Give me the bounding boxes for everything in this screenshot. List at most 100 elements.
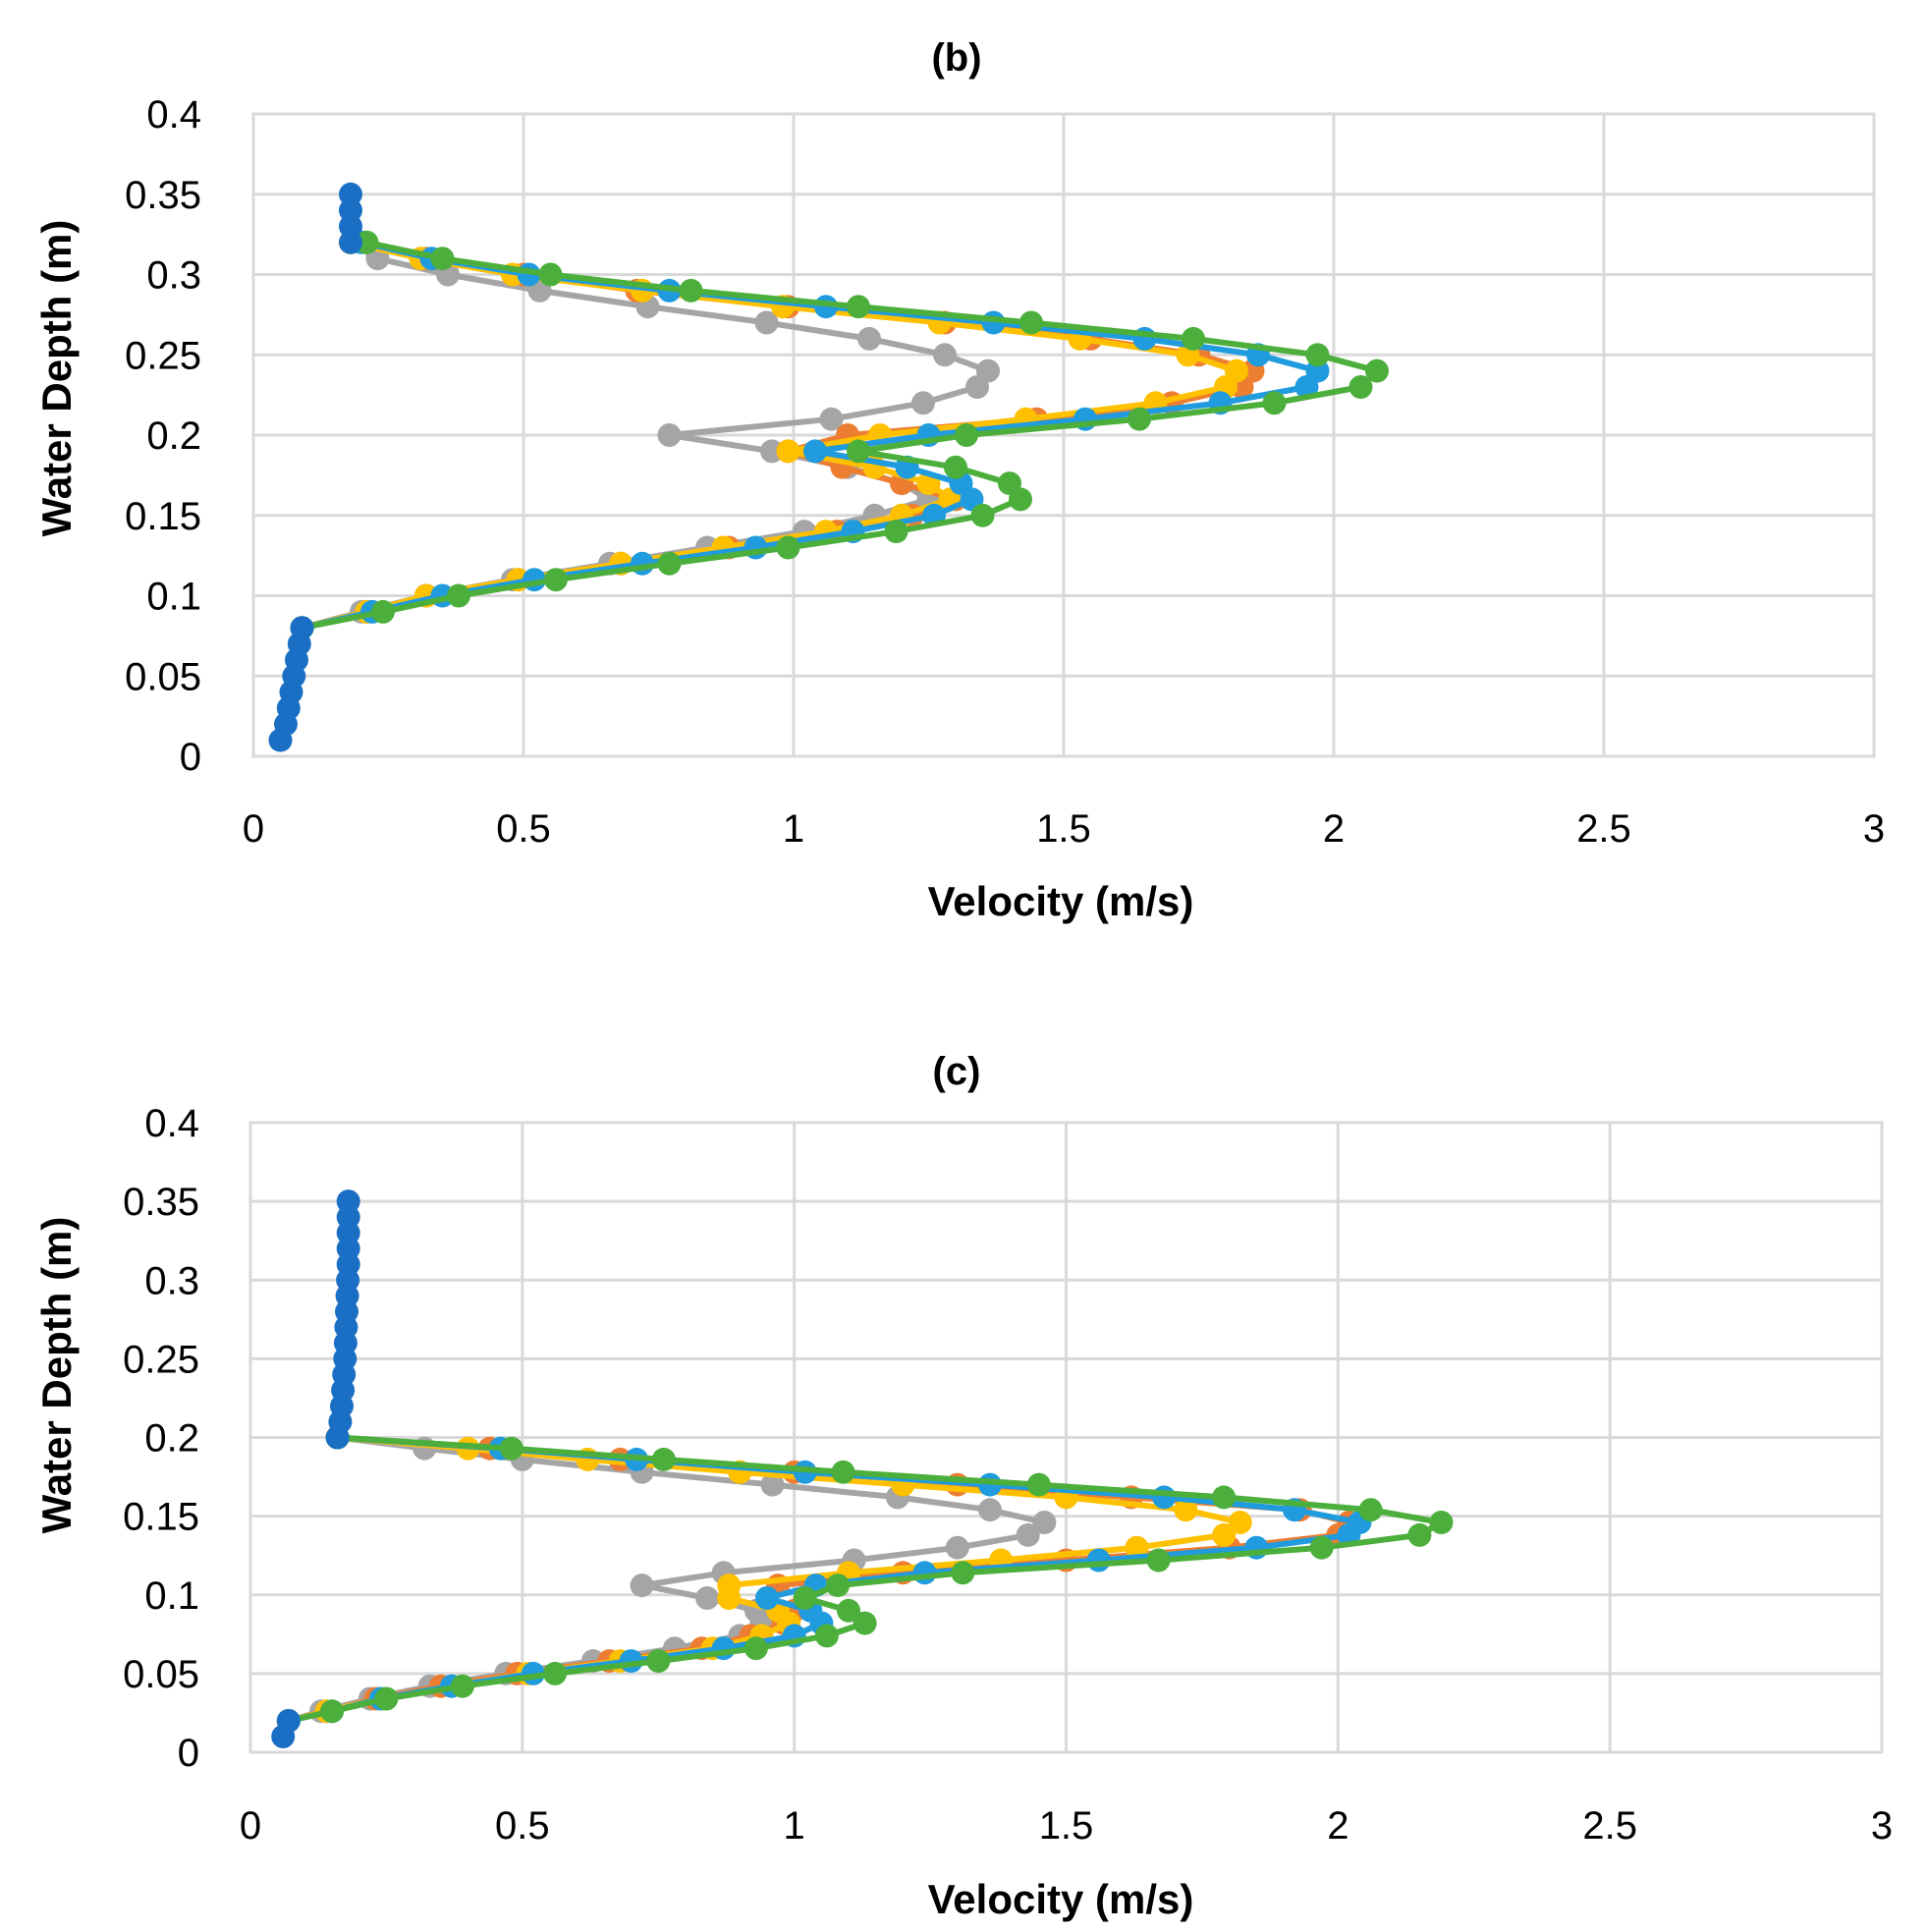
x-tick-label: 2.5 [1582, 1804, 1637, 1848]
data-point [853, 1611, 877, 1635]
data-point [754, 310, 779, 335]
data-point [1262, 391, 1287, 415]
data-point [884, 520, 908, 544]
data-point [837, 1598, 860, 1623]
data-point [1026, 1472, 1051, 1497]
plot-frame [248, 1121, 1884, 1754]
data-point [1212, 1485, 1237, 1510]
y-tick-label: 0.2 [144, 1417, 199, 1461]
data-point [1125, 1535, 1149, 1560]
data-point [911, 391, 935, 415]
data-point [1152, 1485, 1177, 1510]
data-point [538, 262, 563, 287]
data-point [1212, 1522, 1237, 1547]
x-tick-label: 1 [784, 1804, 805, 1848]
y-tick-label: 0.25 [125, 334, 201, 377]
data-point [1128, 407, 1151, 431]
data-point [743, 1636, 768, 1661]
data-point [814, 1624, 839, 1648]
x-tick-label: 2 [1327, 1804, 1348, 1848]
data-point [847, 439, 870, 464]
data-point [1182, 326, 1205, 351]
data-point [276, 1709, 301, 1733]
data-point [544, 568, 568, 592]
x-tick-label: 0.5 [496, 807, 551, 851]
data-point [819, 407, 844, 431]
data-point [1174, 1498, 1198, 1522]
data-point [657, 423, 682, 447]
data-point [339, 214, 362, 239]
data-point [760, 1472, 785, 1497]
data-point [776, 535, 800, 560]
y-tick-label: 0 [178, 1732, 199, 1775]
data-point [630, 1573, 654, 1598]
data-point [831, 1460, 855, 1484]
data-point [695, 1586, 720, 1610]
series-green [290, 230, 1389, 640]
chart-c: (c) 0 0.5 1 1.5 2 2.5 3 0 0.05 0.1 0.15 0.2 0.25 0.3… [33, 1050, 1893, 1922]
x-tick-label: 0 [240, 1804, 261, 1848]
data-point [933, 343, 957, 367]
data-point [793, 1586, 817, 1610]
series-darkblue [271, 1189, 360, 1748]
y-tick-label: 0 [180, 736, 201, 779]
x-tick-label: 2.5 [1576, 807, 1631, 851]
y-axis-label: Water Depth (m) [33, 1217, 80, 1534]
data-point [1309, 1535, 1334, 1560]
data-point [651, 1447, 676, 1471]
data-point [355, 230, 379, 254]
chart-title: (c) [933, 1050, 981, 1093]
y-tick-label: 0.05 [123, 1653, 199, 1696]
data-point [1086, 1548, 1111, 1573]
x-axis-label: Velocity (m/s) [928, 878, 1194, 924]
data-point [826, 1573, 850, 1598]
data-point [657, 551, 682, 576]
data-point [1009, 487, 1032, 512]
y-tick-label: 0.1 [144, 1574, 199, 1618]
data-point [951, 1561, 975, 1585]
series-grey [276, 1425, 1057, 1733]
data-point [1305, 343, 1330, 367]
data-point [847, 295, 870, 319]
x-tick-label: 1.5 [1039, 1804, 1094, 1848]
data-point [1358, 1498, 1383, 1522]
x-tick-label: 2 [1323, 807, 1345, 851]
y-tick-label: 0.3 [146, 254, 201, 298]
data-point [944, 455, 967, 479]
data-point [1228, 1511, 1252, 1534]
x-tick-label: 0.5 [495, 1804, 550, 1848]
series-green-line [288, 1434, 1445, 1724]
data-point [965, 375, 989, 399]
data-point [803, 439, 827, 464]
data-point [1016, 1522, 1040, 1547]
data-point [755, 1586, 779, 1610]
data-point [955, 423, 978, 447]
data-point [1348, 375, 1373, 399]
y-tick-label: 0.35 [125, 174, 201, 217]
data-point [857, 326, 881, 351]
x-tick-label: 1 [783, 807, 804, 851]
data-point [339, 182, 362, 206]
x-axis-label: Velocity (m/s) [928, 1876, 1194, 1922]
x-tick-label: 0 [243, 807, 264, 851]
data-point [447, 583, 470, 608]
chart-b: (b) 0 0.5 1 1.5 2 2.5 3 0 0.05 0.1 0.15 0.2 0.25 0.3… [33, 36, 1885, 924]
data-point [1294, 375, 1319, 399]
data-point [970, 503, 995, 527]
data-point [499, 1436, 523, 1461]
data-point [1019, 310, 1043, 335]
data-point [646, 1649, 671, 1674]
series-darkblue [268, 182, 362, 752]
data-point [1365, 359, 1389, 383]
data-point [1429, 1511, 1454, 1534]
data-point [543, 1661, 568, 1685]
y-tick-label: 0.15 [123, 1496, 199, 1539]
data-point [336, 1189, 360, 1214]
y-tick-label: 0.4 [146, 93, 201, 137]
x-tick-label: 1.5 [1036, 807, 1091, 851]
x-tick-label: 3 [1871, 1804, 1893, 1848]
y-tick-label: 0.3 [144, 1259, 199, 1302]
y-tick-label: 0.05 [125, 655, 201, 698]
data-point [717, 1586, 742, 1610]
